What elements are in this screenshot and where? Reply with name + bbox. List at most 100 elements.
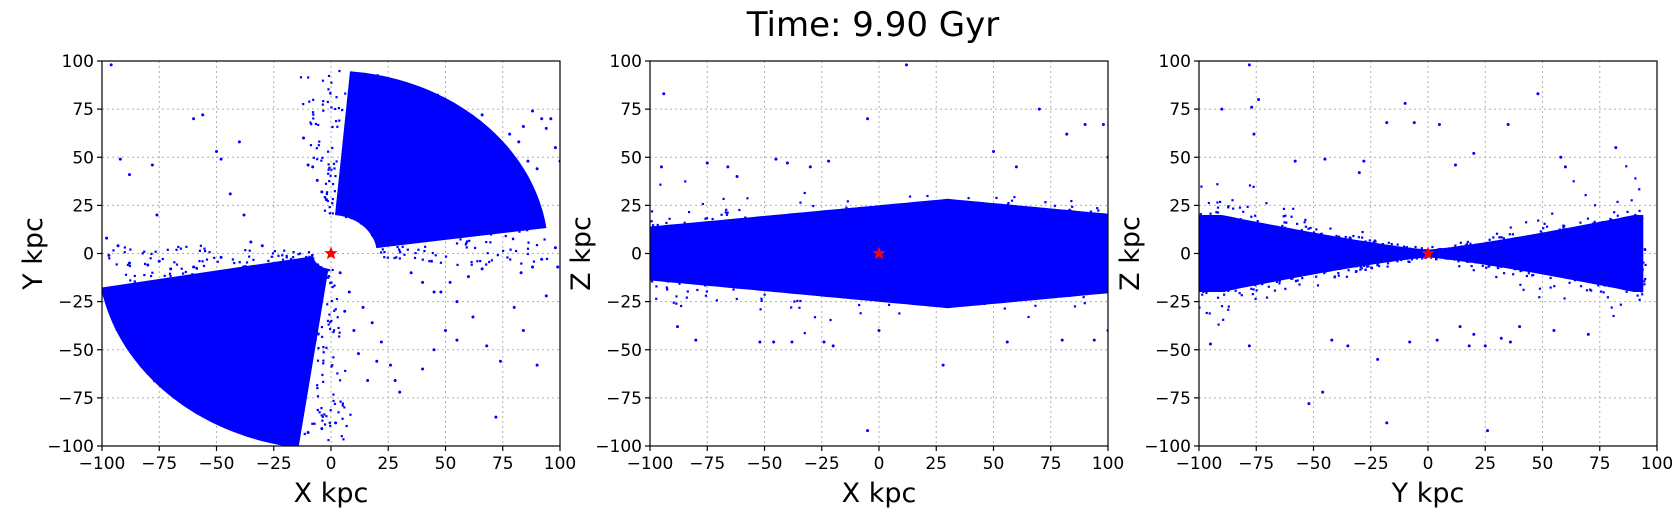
data-point [1385,421,1389,425]
data-point-dense [1458,254,1461,257]
data-point-dense [1619,303,1622,306]
data-point-dense [1522,288,1525,291]
data-point-dense [798,283,801,287]
data-point-dense [1230,235,1233,238]
data-point-dense [1090,239,1093,242]
data-point-dense [694,247,698,250]
data-point-dense [404,147,408,150]
data-point-dense [543,238,546,241]
data-point-dense [773,224,776,227]
data-point-dense [321,415,325,418]
data-point-dense [1541,233,1544,236]
data-point-dense [394,237,397,241]
data-point-dense [921,244,925,247]
data-point-dense [1493,259,1496,262]
data-point-dense [719,250,722,253]
y-tick-label: −75 [58,389,94,409]
data-point-dense [846,279,849,283]
data-point-dense [769,233,772,236]
data-point-dense [844,251,847,254]
data-point-dense [1105,257,1108,261]
data-point-dense [1538,255,1542,258]
data-point-dense [781,244,784,247]
data-point-dense [1607,221,1610,224]
data-point-dense [1640,251,1643,254]
data-point-dense [1638,283,1641,286]
data-point-dense [710,247,713,250]
data-point-dense [314,338,317,342]
data-point-dense [344,156,347,159]
data-point-dense [1579,262,1582,265]
data-point-dense [414,252,417,255]
data-point-dense [413,256,417,260]
data-point-dense [1086,235,1090,239]
data-point-dense [363,182,367,186]
data-point-dense [366,211,369,215]
data-point-dense [846,200,849,203]
data-point-dense [878,245,881,249]
data-point-dense [652,225,655,228]
data-point-dense [1063,265,1066,268]
data-point-dense [332,331,335,334]
data-point-dense [1466,260,1469,264]
data-point-dense [944,220,947,223]
data-point-dense [815,285,818,289]
data-point-dense [1532,273,1535,277]
data-point-dense [855,256,859,259]
data-point-dense [753,270,756,273]
data-point-dense [287,335,290,338]
data-point-dense [1558,254,1561,258]
data-point-dense [267,273,271,276]
data-point-dense [1355,256,1358,259]
data-point-dense [724,262,727,265]
data-point-dense [238,261,241,264]
data-point-dense [197,330,200,333]
data-point-dense [431,128,435,131]
data-point-dense [1296,266,1299,269]
data-point-dense [1346,255,1349,258]
data-point-dense [998,259,1002,262]
data-point-dense [371,117,374,120]
data-point-dense [1322,243,1325,247]
data-point-dense [1503,249,1506,252]
data-point-dense [209,338,212,341]
data-point-dense [740,239,743,242]
figure-title: Time: 9.90 Gyr [746,5,999,45]
data-point-dense [717,250,720,254]
data-point-dense [1043,232,1046,235]
data-point-dense [721,229,724,232]
data-point-dense [650,210,654,213]
y-tick-label: 0 [83,245,94,265]
data-point-dense [1565,238,1568,241]
data-point-dense [922,232,925,235]
data-point-dense [162,319,165,323]
data-point-dense [650,220,653,223]
data-point-dense [229,269,232,272]
data-point-dense [946,221,949,224]
data-point-dense [1065,269,1069,272]
data-point-dense [1552,251,1555,255]
data-point-dense [534,203,537,206]
data-point-dense [1256,268,1260,271]
data-point-dense [272,309,275,312]
data-point-dense [1564,248,1567,251]
y-tick-label: 75 [620,100,642,120]
data-point [540,117,544,121]
data-point-dense [891,241,894,244]
data-point-dense [835,284,838,287]
data-point-dense [799,235,802,239]
data-point-dense [1550,249,1553,252]
data-point-dense [1065,260,1068,263]
data-point-dense [1404,254,1407,257]
data-point-dense [760,297,763,300]
data-point-dense [859,274,862,277]
data-point-dense [1472,269,1475,272]
data-point-dense [690,243,693,247]
data-point-dense [1420,247,1423,250]
data-point-dense [322,99,325,103]
data-point-dense [257,403,260,406]
data-point-dense [1378,258,1381,261]
data-point-dense [244,249,247,252]
data-point-dense [412,104,415,108]
data-point-dense [131,336,134,339]
